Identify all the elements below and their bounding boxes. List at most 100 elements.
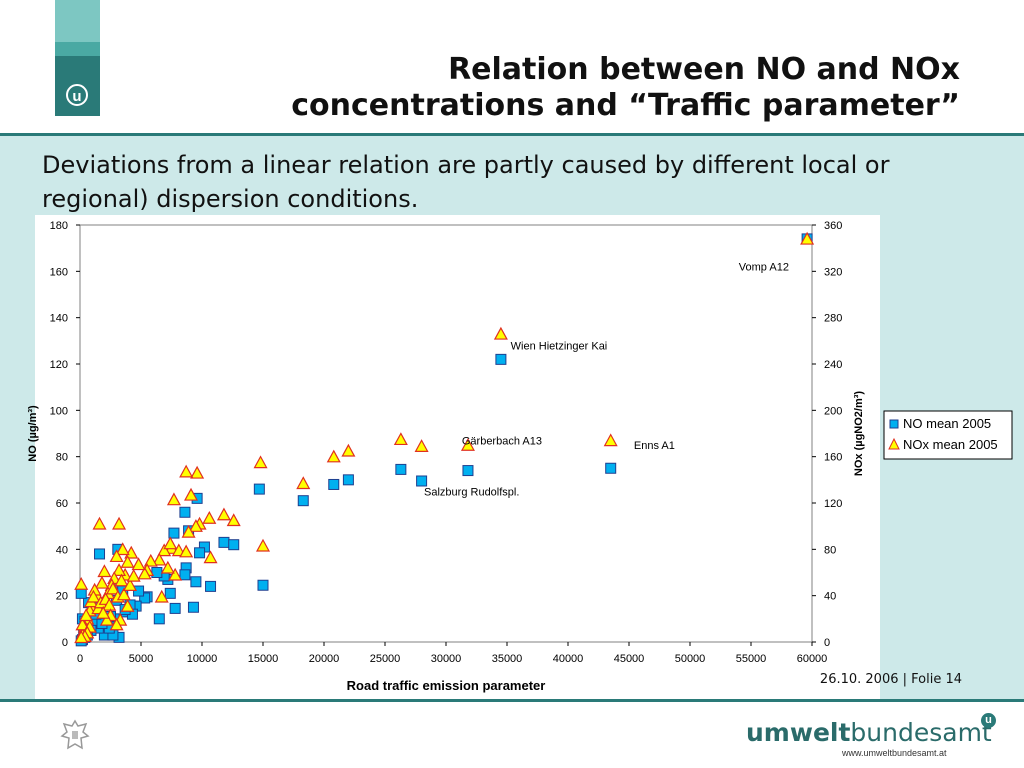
nox-data-point <box>154 589 169 603</box>
no-data-point <box>218 536 230 548</box>
y-tick-label: 80 <box>56 452 68 464</box>
nox-data-point <box>114 573 129 587</box>
nox-data-point <box>79 608 94 622</box>
y2-tick-label: 280 <box>824 313 842 325</box>
slide-title-line-1: Relation between NO and NOx <box>448 52 960 87</box>
y2-tick-label: 120 <box>824 498 842 510</box>
slide-title-line-2: concentrations and “Traffic parameter” <box>291 88 960 123</box>
nox-data-point <box>414 439 429 452</box>
y-tick-label: 20 <box>56 591 68 603</box>
y-tick-label: 140 <box>50 313 68 325</box>
nox-data-point <box>393 432 408 446</box>
x-tick-label: 25000 <box>370 653 401 665</box>
nox-data-point <box>123 578 138 591</box>
no-data-point <box>257 579 269 591</box>
no-data-point <box>164 587 176 599</box>
footer-date-slide: 26.10. 2006 | Folie 14 <box>819 672 962 687</box>
nox-data-point <box>166 492 181 506</box>
footer-divider <box>0 699 1024 702</box>
nox-data-point <box>105 581 120 595</box>
y2-tick-label: 200 <box>824 405 842 417</box>
nox-data-point <box>120 554 135 568</box>
nox-data-point <box>216 507 231 521</box>
annotation-label: Enns A1 <box>634 440 675 452</box>
nox-data-point <box>179 464 194 478</box>
nox-data-point <box>115 542 130 556</box>
no-data-point <box>462 465 474 477</box>
no-data-point <box>605 462 617 474</box>
nox-data-point <box>190 465 205 479</box>
nox-data-point <box>112 563 127 576</box>
nox-data-point <box>126 568 141 582</box>
nox-data-point <box>109 549 124 563</box>
no-data-point <box>75 587 87 599</box>
y-tick-label: 40 <box>56 544 68 556</box>
x-tick-label: 5000 <box>129 653 153 665</box>
no-data-point <box>495 353 507 365</box>
x-tick-label: 30000 <box>431 653 462 665</box>
no-data-point <box>169 602 181 614</box>
x-tick-label: 50000 <box>675 653 706 665</box>
austrian-eagle-icon <box>60 719 90 750</box>
y-tick-label: 0 <box>62 637 68 649</box>
y-tick-label: 160 <box>50 266 68 278</box>
legend-marker-nox <box>888 437 900 450</box>
no-data-point <box>153 613 165 625</box>
x-tick-label: 40000 <box>553 653 584 665</box>
x-axis-label: Road traffic emission parameter <box>347 678 546 693</box>
no-data-point <box>168 527 180 539</box>
x-tick-label: 10000 <box>187 653 218 665</box>
nox-data-point <box>202 510 217 524</box>
nox-data-point <box>296 476 311 490</box>
y2-tick-label: 360 <box>824 220 842 232</box>
nox-data-point <box>163 536 178 550</box>
nox-data-point <box>143 553 158 567</box>
nox-data-point <box>131 557 146 571</box>
nox-data-point <box>253 455 268 469</box>
annotation-label: Vomp A12 <box>739 262 789 274</box>
nox-data-point <box>168 567 183 581</box>
nox-data-point <box>326 449 341 463</box>
nox-data-point <box>94 575 109 589</box>
nox-data-point <box>800 231 815 245</box>
y-axis-label: NO (µg/m³) <box>27 405 39 462</box>
no-data-point <box>187 601 199 613</box>
header-logo-bar-stripe <box>55 42 100 56</box>
no-data-point <box>228 539 240 551</box>
slide-subtitle: Deviations from a linear relation are pa… <box>42 151 890 213</box>
nox-data-point <box>75 617 90 631</box>
annotation-label: Gärberbach A13 <box>462 435 542 447</box>
nox-data-point <box>109 617 124 631</box>
y-tick-label: 120 <box>50 359 68 371</box>
legend-box <box>883 410 1013 460</box>
y-tick-label: 100 <box>50 405 68 417</box>
nox-data-point <box>92 516 107 530</box>
slide-title: Relation between NO and NOx concentratio… <box>160 52 960 124</box>
legend-marker-no <box>889 419 899 429</box>
nox-data-point <box>137 566 152 580</box>
nox-data-point <box>160 560 175 574</box>
no-data-point <box>416 475 428 487</box>
nox-data-point <box>603 433 618 447</box>
y2-tick-label: 80 <box>824 544 836 556</box>
header-divider <box>0 133 1024 136</box>
brand-u-icon: u <box>981 713 996 728</box>
no-data-point <box>342 474 354 486</box>
brand-url: www.umweltbundesamt.at <box>842 748 947 758</box>
y2-tick-label: 40 <box>824 591 836 603</box>
nox-data-point <box>341 443 356 457</box>
legend-entry: NO mean 2005 <box>903 416 991 431</box>
y2-axis-label: NOx (µgNO2/m³) <box>853 391 865 477</box>
x-tick-label: 0 <box>77 653 83 665</box>
plot-area <box>79 224 813 643</box>
brand-bold: umwelt <box>746 718 851 747</box>
x-tick-label: 35000 <box>492 653 523 665</box>
no-data-point <box>151 567 163 578</box>
no-data-point <box>133 585 145 597</box>
nox-data-point <box>460 437 475 451</box>
x-tick-label: 15000 <box>248 653 279 665</box>
x-tick-label: 55000 <box>736 653 767 665</box>
no-data-point <box>297 495 309 507</box>
no-data-point <box>205 580 217 592</box>
no-data-point <box>328 478 340 490</box>
